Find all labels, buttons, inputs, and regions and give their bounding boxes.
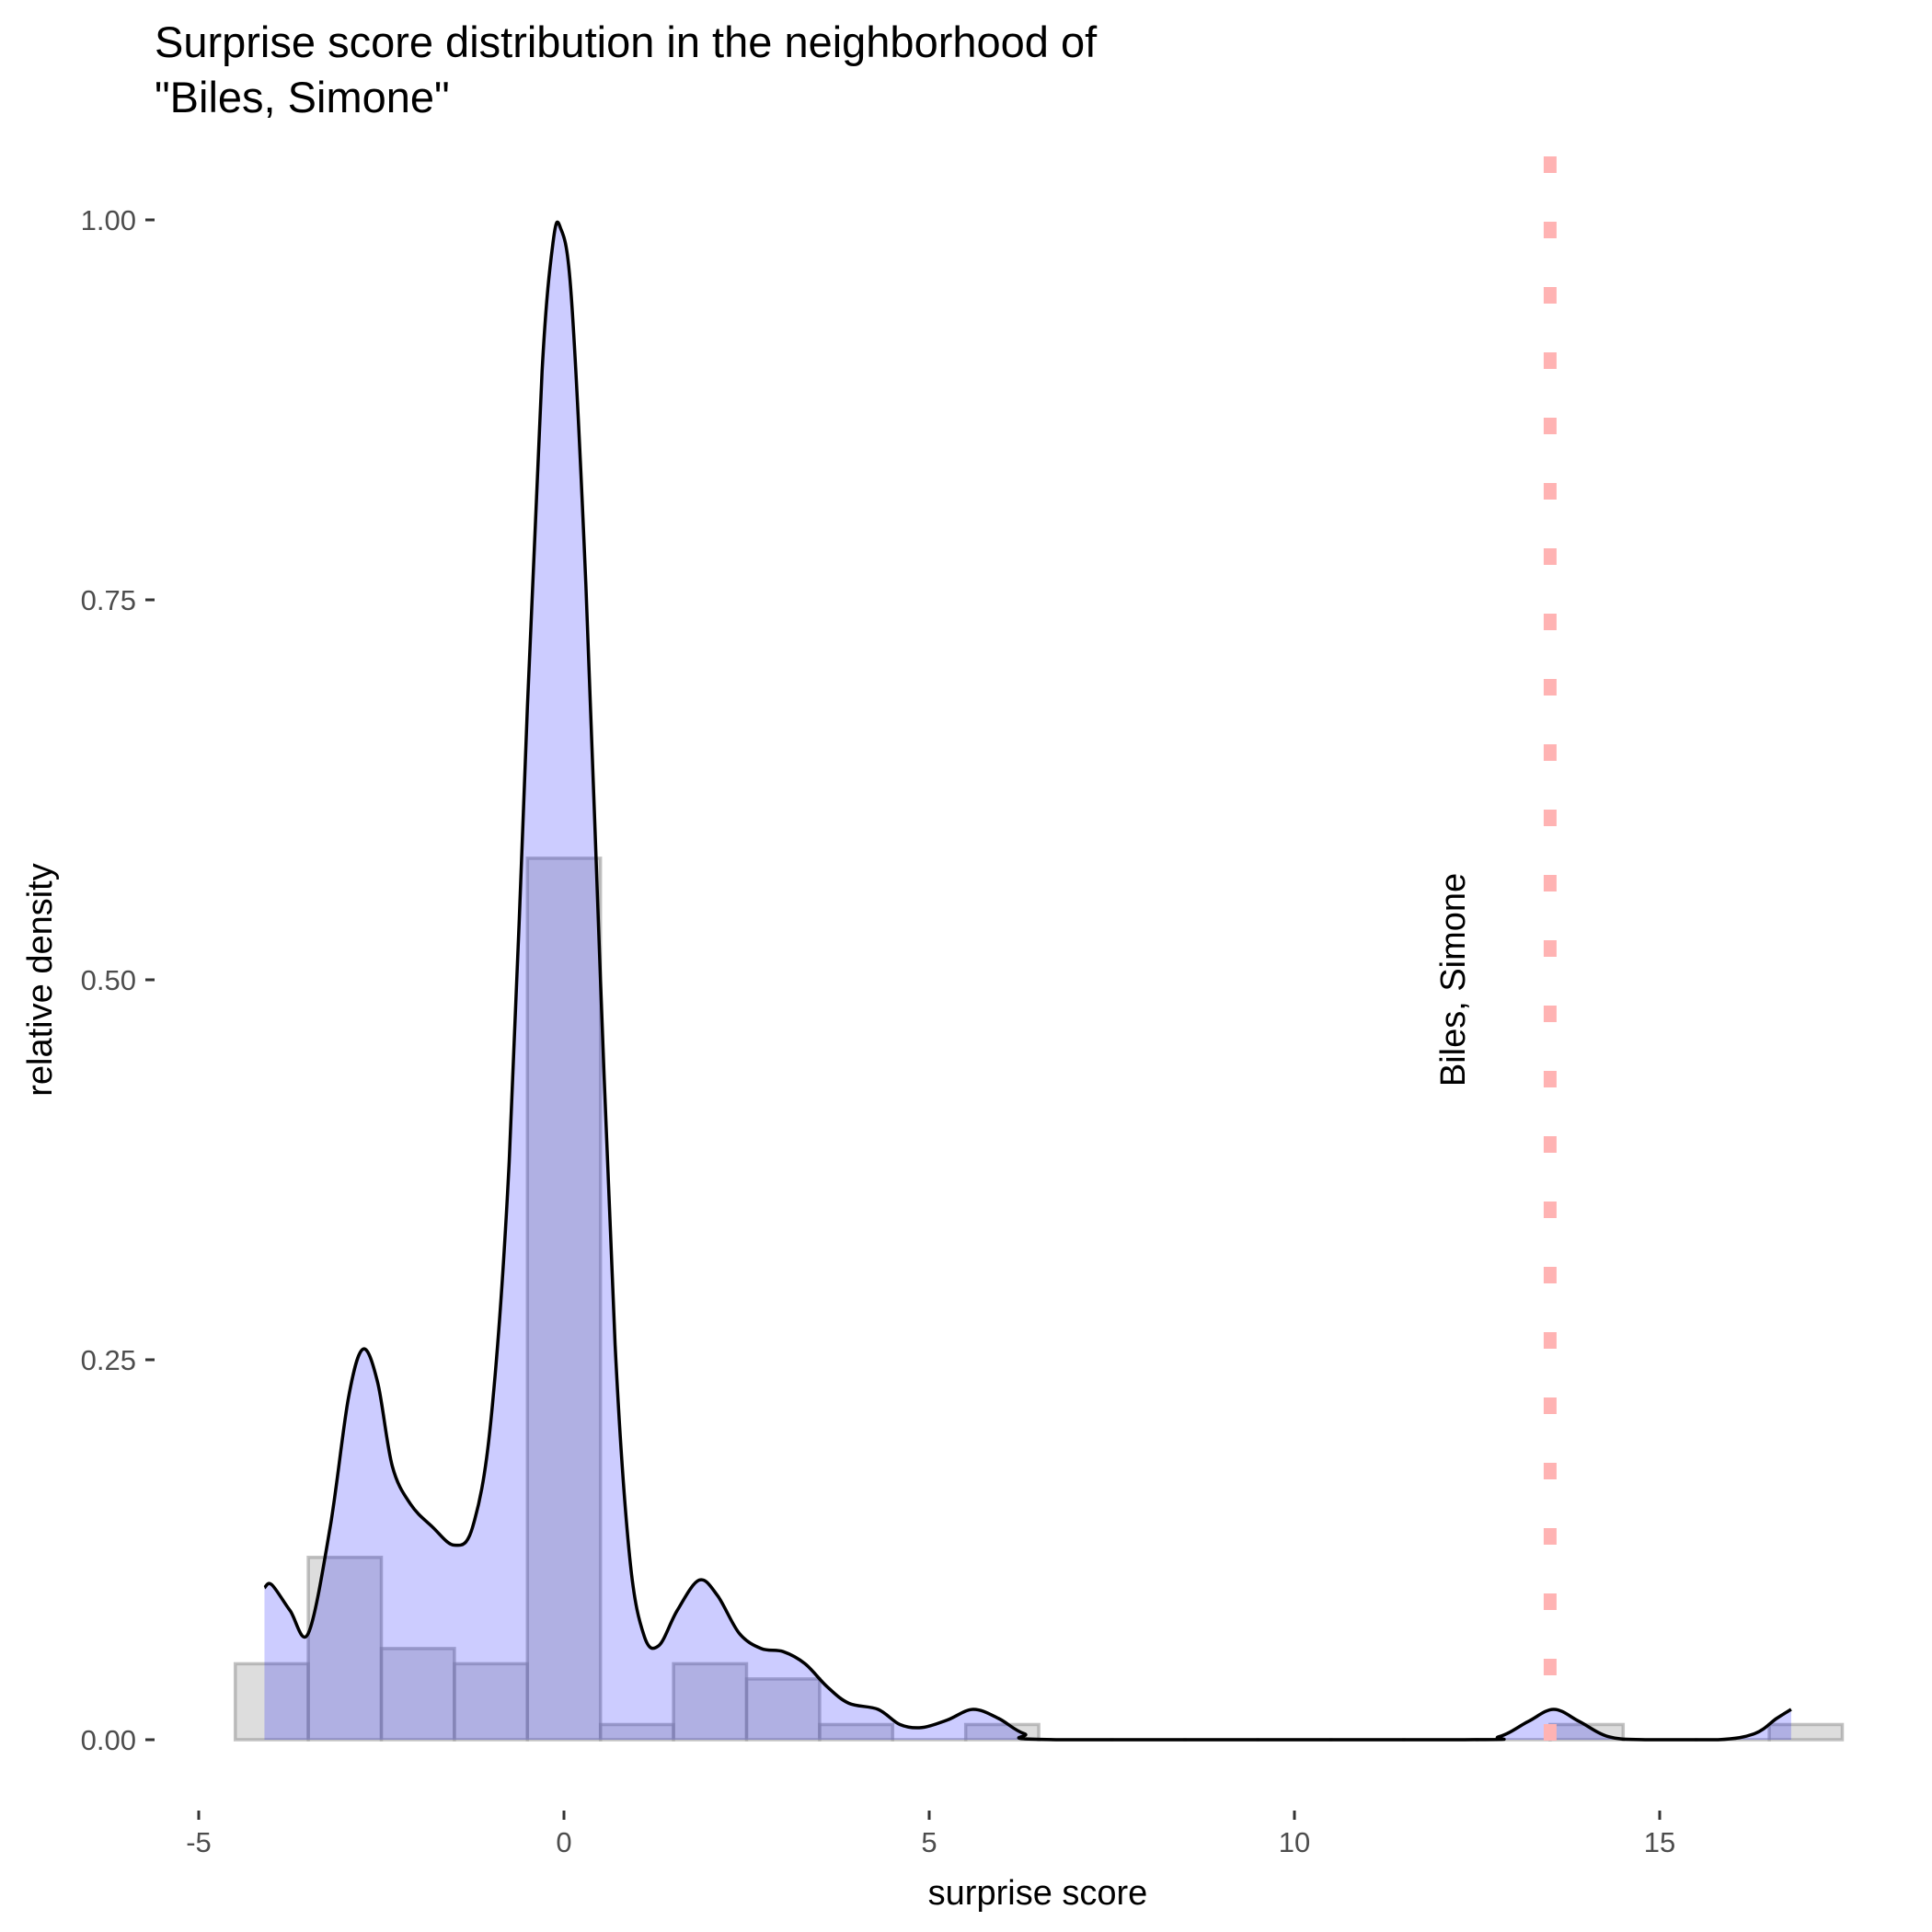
chart-title-line-2: "Biles, Simone" [155, 73, 450, 121]
histogram-bar [672, 1662, 749, 1742]
histogram-bar [818, 1722, 895, 1742]
histogram [233, 857, 1845, 1742]
x-axis: -5 0 5 10 15 [186, 1811, 1675, 1858]
y-axis: 0.00 0.25 0.50 0.75 1.00 [81, 204, 155, 1756]
histogram-bar [525, 857, 603, 1742]
histogram-bar [1767, 1722, 1845, 1742]
y-tick-label: 0.25 [81, 1344, 136, 1376]
y-axis-label: relative density [21, 863, 60, 1096]
chart-title-line-1: Surprise score distribution in the neigh… [155, 17, 1098, 66]
x-tick-label: 5 [921, 1826, 937, 1858]
y-tick-label: 0.75 [81, 584, 136, 616]
density-area [264, 222, 1791, 1741]
x-tick-label: 0 [556, 1826, 571, 1858]
histogram-bar [379, 1647, 456, 1742]
histogram-bar [233, 1662, 310, 1742]
highlight-label: Biles, Simone [1434, 873, 1473, 1087]
y-tick-label: 0.00 [81, 1724, 136, 1756]
x-tick-label: 15 [1644, 1826, 1675, 1858]
y-tick-label: 1.00 [81, 204, 136, 236]
x-axis-label: surprise score [928, 1874, 1148, 1913]
y-tick-label: 0.50 [81, 964, 136, 996]
x-tick-label: -5 [186, 1826, 212, 1858]
x-tick-label: 10 [1279, 1826, 1310, 1858]
density-line [263, 220, 1792, 1742]
histogram-bar [744, 1677, 822, 1742]
